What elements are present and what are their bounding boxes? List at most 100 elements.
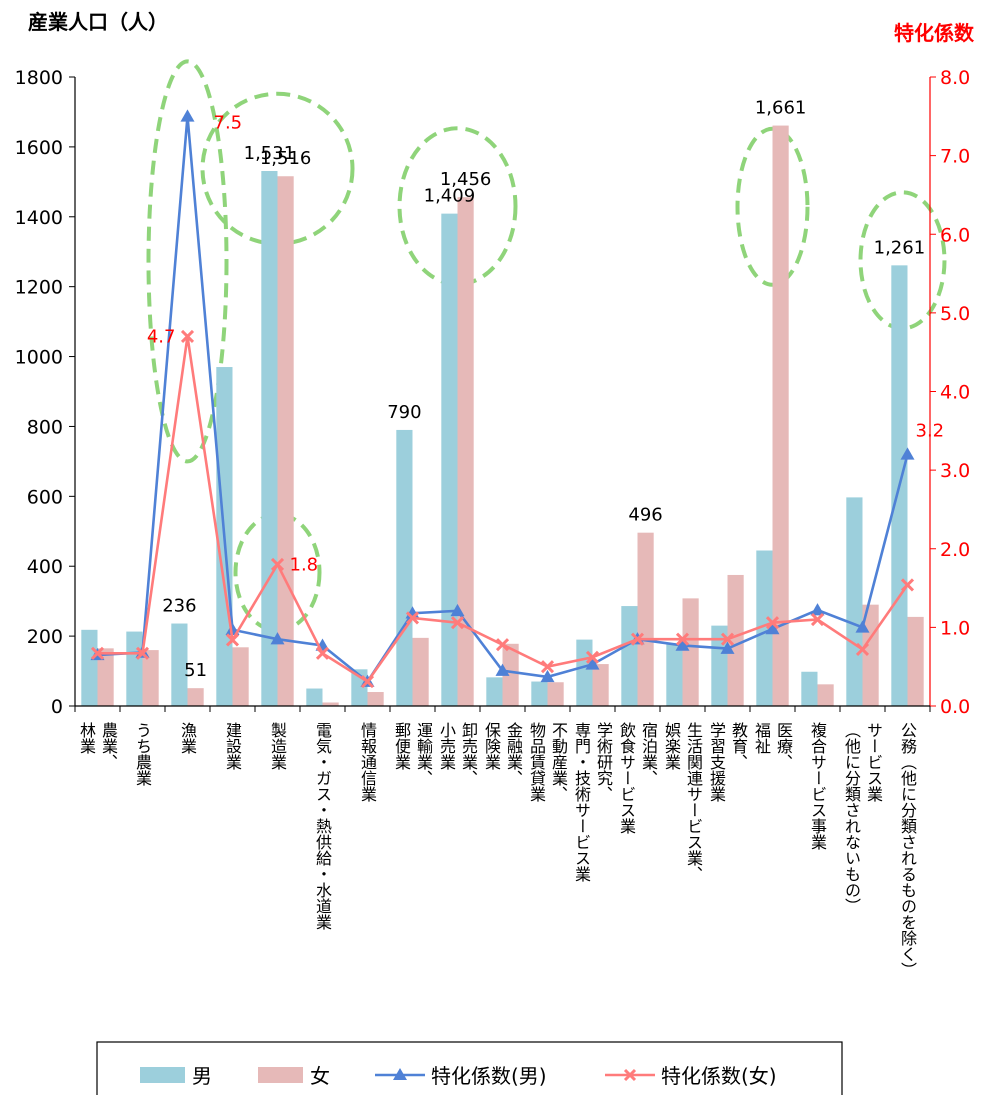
bar-男-9: [486, 677, 503, 706]
bar-data-label: 1,516: [260, 148, 312, 169]
bar-男-10: [531, 681, 548, 706]
y2-tick-label: 2.0: [940, 539, 970, 561]
bar-女-3: [232, 647, 249, 706]
lines: [90, 109, 915, 689]
bar-女-7: [412, 637, 429, 706]
marker-特化係数(男)-18: [900, 447, 915, 460]
bar-男-1: [126, 631, 143, 706]
category-label-9: 保険業: [482, 722, 501, 770]
legend-marker-2: [393, 1068, 407, 1080]
category-label-9: 金融業、: [504, 722, 523, 786]
bar-男-5: [306, 688, 323, 706]
y-tick-label: 800: [27, 416, 63, 438]
y2-tick-label: 4.0: [940, 382, 970, 404]
line-data-label: 7.5: [214, 112, 243, 133]
legend-label-0: 男: [192, 1064, 212, 1088]
y-tick-label: 400: [27, 556, 63, 578]
y2-tick-label: 0.0: [940, 696, 970, 718]
marker-特化係数(女)-6: [360, 675, 375, 689]
marker-特化係数(男)-15: [765, 621, 780, 635]
bar-女-16: [817, 684, 834, 706]
y2-tick-label: 3.0: [940, 460, 970, 482]
bar-女-13: [682, 598, 699, 706]
bar-data-label: 1,531: [244, 143, 296, 164]
marker-特化係数(女)-11: [585, 650, 600, 664]
bar-data-label: 496: [628, 505, 662, 526]
y-tick-label: 600: [27, 486, 63, 508]
bar-data-label: 1,661: [755, 98, 807, 119]
bar-女-12: [637, 532, 654, 706]
category-label-12: 飲食サービス業: [617, 722, 636, 834]
y-tick-label: 0: [51, 696, 63, 718]
bar-data-label: 1,409: [424, 186, 476, 207]
category-label-14: 教育、: [729, 722, 748, 770]
bar-男-7: [396, 429, 413, 706]
bar-data-label: 1,456: [440, 169, 492, 190]
marker-特化係数(女)-15: [765, 616, 780, 630]
category-label-11: 専門・技術サービス業: [572, 722, 591, 882]
marker-特化係数(女)-16: [810, 612, 825, 627]
marker-特化係数(女)-9: [495, 638, 510, 652]
bar-女-0: [97, 648, 114, 706]
category-label-13: 娯楽業: [662, 722, 681, 770]
legend-label-2: 特化係数(男): [431, 1064, 547, 1088]
axes: 0200400600800100012001400160018000.01.02…: [15, 67, 971, 718]
category-label-14: 学習支援業: [707, 722, 726, 802]
bar-data-label: 51: [184, 660, 207, 681]
bar-女-4: [277, 176, 294, 707]
marker-特化係数(男)-9: [495, 663, 510, 676]
bar-data-label: 236: [162, 596, 196, 617]
y2-tick-label: 5.0: [940, 303, 970, 325]
category-label-7: 運輸業、: [414, 722, 433, 786]
bar-女-6: [367, 692, 384, 706]
marker-特化係数(女)-5: [315, 646, 330, 660]
y2-axis-title: 特化係数: [894, 21, 975, 45]
category-label-3: 建設業: [223, 722, 242, 770]
y-tick-label: 1600: [15, 137, 63, 159]
y-tick-label: 1000: [15, 347, 63, 369]
bar-女-14: [727, 574, 744, 706]
category-label-5: 電気・ガス・熱供給・水道業: [313, 722, 332, 930]
marker-特化係数(女)-4: [270, 557, 285, 572]
bar-data-label: 790: [387, 402, 421, 423]
bar-女-10: [547, 682, 564, 706]
category-label-12: 宿泊業、: [639, 722, 658, 786]
bar-女-18: [907, 616, 924, 706]
category-label-6: 情報通信業: [358, 722, 377, 802]
marker-特化係数(男)-16: [810, 603, 825, 616]
bar-data-label: 1,261: [874, 237, 926, 258]
y-tick-label: 1400: [15, 207, 63, 229]
marker-特化係数(女)-8: [450, 616, 465, 630]
marker-特化係数(女)-12: [630, 632, 645, 646]
category-label-17: サービス業: [864, 722, 883, 802]
bar-男-15: [756, 550, 773, 706]
category-label-1: うち農業: [133, 722, 152, 786]
bar-女-9: [502, 643, 519, 706]
bar-男-16: [801, 671, 818, 706]
bar-男-0: [81, 629, 98, 706]
category-label-8: 小売業: [437, 722, 456, 770]
line-data-label: 3.2: [916, 420, 945, 441]
y2-tick-label: 1.0: [940, 617, 970, 639]
category-label-2: 漁業: [178, 722, 197, 754]
y-tick-label: 1800: [15, 67, 63, 89]
bar-女-2: [187, 688, 204, 706]
marker-特化係数(男)-2: [180, 109, 195, 122]
bar-女-8: [457, 197, 474, 706]
category-label-13: 生活関連サービス業、: [684, 722, 703, 882]
highlight-ellipse-5: [858, 190, 947, 331]
category-label-4: 製造業: [268, 722, 287, 770]
marker-特化係数(女)-10: [540, 660, 555, 674]
category-label-7: 郵便業: [392, 722, 411, 770]
bar-女-15: [772, 125, 789, 707]
y-tick-label: 200: [27, 626, 63, 648]
legend-label-1: 女: [310, 1064, 330, 1088]
y2-tick-label: 7.0: [940, 146, 970, 168]
bar-男-13: [666, 644, 683, 706]
category-label-15: 福祉: [752, 722, 771, 754]
marker-特化係数(女)-3: [225, 633, 240, 647]
category-labels: 農業、林業 うち農業 漁業 建設業 製造業 電気・ガス・熱供給・水道業 情報通信業 運輸業、郵…: [77, 722, 917, 978]
bar-女-5: [322, 702, 339, 706]
